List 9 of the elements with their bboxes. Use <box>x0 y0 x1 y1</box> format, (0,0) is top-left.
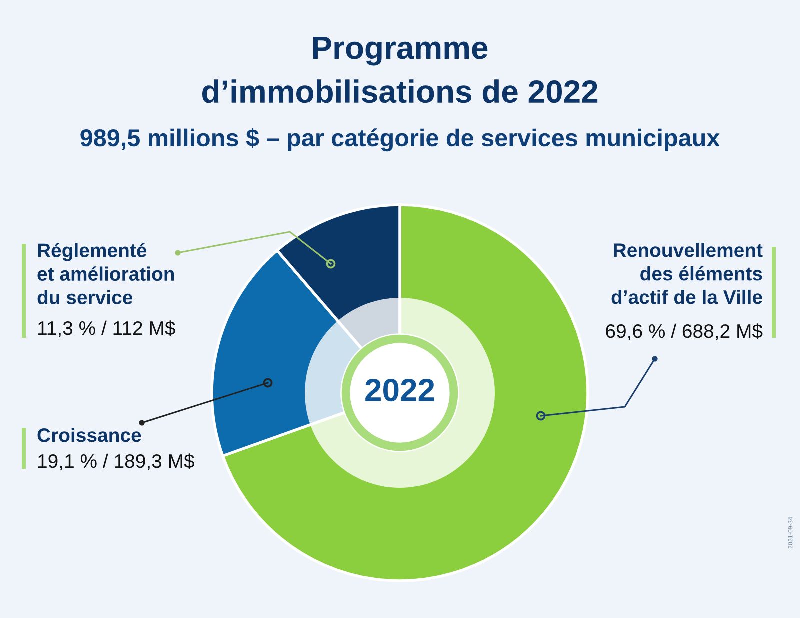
slice-label: Renouvellement des éléments d’actif de la Ville <box>612 243 763 304</box>
slice-label: Croissance <box>38 428 142 442</box>
text: 2022 <box>366 378 434 402</box>
data-label: 19,1 % / 189,3 M$ <box>38 454 194 471</box>
data-label: 69,6 % / 688,2 M$ <box>606 324 763 341</box>
chart-subtitle: 989,5 millions $ – par catégorie de services municipaux <box>80 128 720 152</box>
slice-label: Réglementé et amélioration du service <box>38 243 174 304</box>
chart-title: Programme d’immobilisations de 2022 <box>202 37 598 104</box>
data-label: 11,3 % / 112 M$ <box>38 320 176 338</box>
